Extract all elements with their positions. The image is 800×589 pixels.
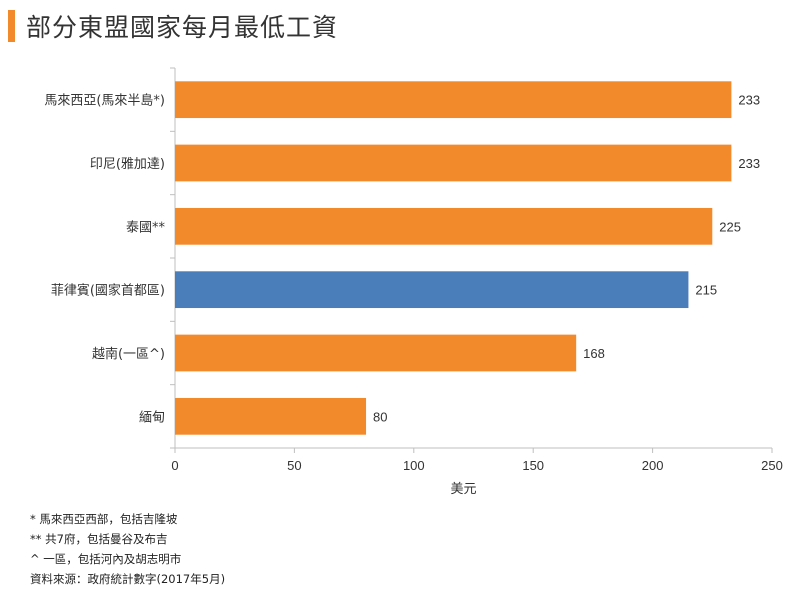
- category-label: 緬甸: [139, 410, 165, 425]
- footnote-1: * 馬來西亞西部，包括吉隆坡: [30, 512, 178, 526]
- footnotes: * 馬來西亞西部，包括吉隆坡 ** 共7府，包括曼谷及布吉 ^ 一區，包括河內及…: [30, 509, 225, 589]
- x-tick-label: 0: [171, 458, 178, 473]
- bar: [175, 81, 732, 119]
- data-label: 233: [738, 156, 760, 171]
- x-tick-label: 200: [642, 458, 664, 473]
- category-label: 菲律賓(國家首都區): [51, 283, 165, 299]
- data-label: 168: [583, 346, 605, 361]
- x-tick-label: 50: [287, 458, 301, 473]
- category-label: 馬來西亞(馬來半島*): [44, 94, 165, 109]
- footnote-source: 資料來源：政府統計數字(2017年5月): [30, 572, 226, 586]
- bar: [175, 334, 577, 372]
- bar: [175, 397, 367, 435]
- data-label: 233: [738, 93, 760, 108]
- page-title: 部分東盟國家每月最低工資: [26, 13, 339, 42]
- x-tick-label: 150: [522, 458, 544, 473]
- bar: [175, 207, 713, 245]
- chart-labels: 233 馬來西亞(馬來半島*) 233 印尼(雅加達) 225 泰國** 215 菲律賓(國家…: [44, 93, 760, 426]
- x-axis-title: 美元: [450, 482, 476, 497]
- footnote-2: ** 共7府，包括曼谷及布吉: [30, 532, 168, 546]
- chart-bars: [175, 81, 732, 435]
- footnote-3: ^ 一區，包括河內及胡志明市: [30, 552, 182, 566]
- title-accent-bar: [8, 10, 15, 42]
- data-label: 215: [695, 283, 717, 298]
- category-label: 越南(一區^): [92, 346, 165, 362]
- x-tick-label: 250: [761, 458, 783, 473]
- x-tick-label: 100: [403, 458, 425, 473]
- bar-chart: 0 50 100 150 200 250 美元 233 馬來西亞(馬來半島*) 233 印尼(雅加…: [44, 67, 783, 497]
- data-label: 225: [719, 219, 741, 234]
- bar: [175, 271, 689, 309]
- category-label: 印尼(雅加達): [90, 157, 165, 172]
- bar: [175, 144, 732, 182]
- data-label: 80: [373, 409, 387, 424]
- chart-axes: 0 50 100 150 200 250 美元: [170, 67, 783, 497]
- category-label: 泰國**: [126, 220, 166, 235]
